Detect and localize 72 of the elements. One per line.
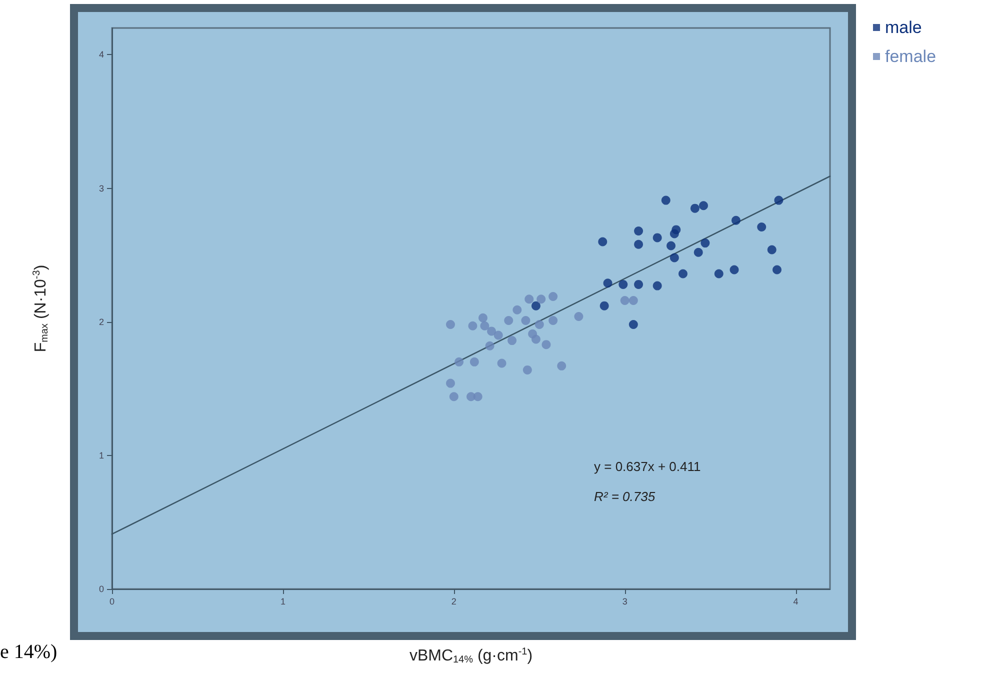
point (628, 320, 638, 330)
point (714, 269, 724, 278)
point (536, 294, 546, 304)
point (487, 326, 496, 336)
point (628, 296, 638, 305)
point (522, 365, 532, 374)
point (548, 316, 558, 326)
point (446, 378, 455, 388)
annotation: y = 0.637x + 0.411 (594, 459, 701, 474)
x-tick-label: 1 (280, 596, 286, 606)
x-tick-label: 2 (451, 596, 456, 606)
point (774, 196, 784, 205)
point (548, 292, 558, 301)
point (485, 341, 494, 350)
point (670, 229, 679, 238)
point (603, 278, 612, 288)
point (700, 238, 710, 248)
point (699, 201, 708, 210)
point (652, 233, 662, 242)
y-axis-title: Fmax (N·10-3) (32, 264, 50, 352)
x-tick-label: 4 (793, 596, 798, 606)
x-tick-label: 3 (622, 596, 628, 606)
point (574, 312, 584, 322)
point (521, 316, 530, 326)
point (618, 280, 628, 289)
point (620, 296, 630, 305)
point (634, 226, 644, 236)
point (690, 204, 700, 213)
point (454, 357, 464, 366)
point (678, 269, 688, 278)
legend-label: female (885, 47, 936, 66)
point (634, 240, 644, 249)
point (598, 237, 608, 246)
point (767, 245, 776, 254)
point (542, 340, 551, 350)
point (473, 392, 482, 402)
point (652, 281, 662, 290)
point (480, 321, 490, 330)
point (666, 241, 676, 250)
point (670, 253, 679, 262)
y-tick-label: 1 (98, 450, 104, 460)
point (531, 301, 540, 310)
point (661, 196, 670, 205)
point (772, 265, 782, 274)
y-tick-label: 2 (98, 316, 104, 327)
point (600, 301, 609, 310)
point (534, 320, 544, 330)
point (634, 280, 644, 289)
point (731, 216, 740, 225)
point (531, 334, 540, 344)
text: e 14%) (0, 641, 58, 663)
point (468, 321, 478, 330)
point (449, 392, 458, 402)
point (512, 305, 522, 314)
point (504, 316, 514, 326)
point (478, 313, 488, 322)
y-tick-label: 4 (98, 50, 104, 60)
point (524, 294, 534, 304)
annotation: R² = 0.735 (594, 489, 656, 504)
point (508, 336, 517, 346)
point (497, 358, 506, 368)
point (446, 320, 455, 330)
point (470, 357, 479, 366)
point (757, 222, 766, 232)
y-tick-label: 0 (98, 584, 104, 594)
point (730, 265, 739, 274)
y-tick-label: 3 (98, 183, 104, 194)
point (494, 330, 503, 340)
legend-label: male (885, 18, 922, 37)
x-tick-label: 0 (109, 596, 115, 606)
point (557, 361, 566, 370)
point (694, 248, 703, 257)
